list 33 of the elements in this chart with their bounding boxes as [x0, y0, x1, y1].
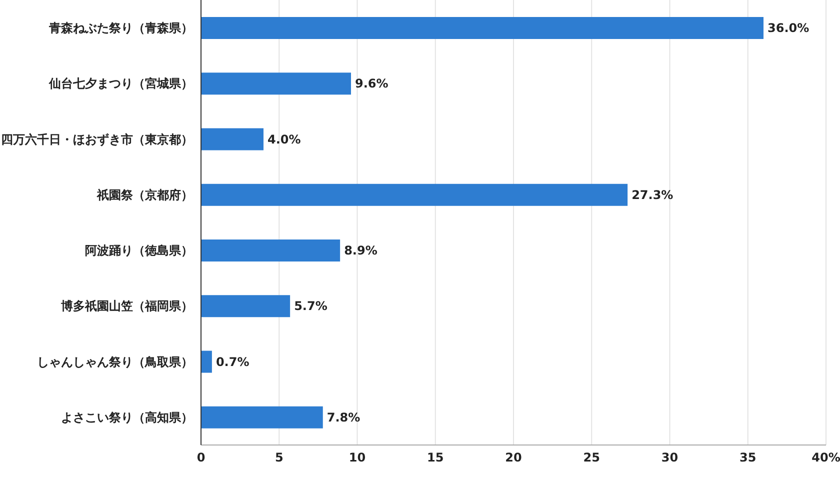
bar [201, 17, 764, 39]
y-tick-label: 四万六千日・ほおずき市（東京都） [1, 132, 193, 146]
data-label: 4.0% [268, 132, 301, 146]
bar [201, 406, 323, 428]
bar [201, 240, 340, 262]
y-tick-label: 阿波踊り（徳島県） [85, 244, 193, 258]
bar [201, 184, 628, 206]
y-tick-label: しゃんしゃん祭り（鳥取県） [37, 354, 193, 369]
x-tick-label: 35 [740, 450, 756, 465]
x-tick-label: 25 [583, 450, 600, 465]
data-label: 27.3% [632, 188, 674, 202]
x-tick-label: 40% [812, 450, 840, 465]
data-label: 36.0% [768, 21, 810, 35]
x-tick-label: 20 [505, 450, 522, 465]
y-tick-label: よさこい祭り（高知県） [61, 410, 193, 424]
bar [201, 128, 264, 150]
x-tick-label: 0 [196, 450, 206, 465]
y-tick-label: 祇園祭（京都府） [96, 188, 193, 202]
x-tick-label: 30 [661, 450, 678, 465]
bar [201, 72, 351, 95]
data-label: 9.6% [355, 76, 388, 91]
data-label: 5.7% [294, 299, 328, 314]
x-tick-label: 5 [274, 450, 284, 465]
x-tick-label: 10 [348, 450, 366, 465]
data-label: 0.7% [216, 354, 250, 369]
data-label: 8.9% [344, 244, 378, 258]
y-tick-label: 仙台七夕まつり（宮城県） [48, 76, 193, 91]
x-tick-label: 15 [427, 450, 444, 465]
y-tick-label: 青森ねぶた祭り（青森県） [48, 21, 193, 36]
y-tick-label: 博多祇園山笠（福岡県） [60, 299, 193, 314]
bar [201, 350, 212, 373]
bar [201, 295, 290, 318]
data-label: 7.8% [326, 410, 360, 424]
